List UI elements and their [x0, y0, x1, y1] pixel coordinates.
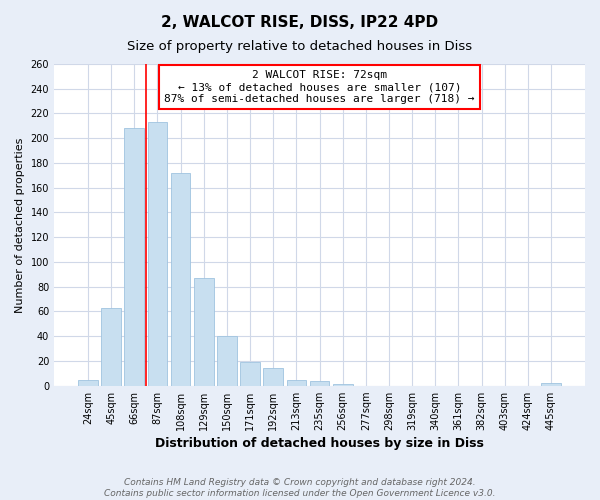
Bar — [263, 368, 283, 386]
Bar — [240, 362, 260, 386]
X-axis label: Distribution of detached houses by size in Diss: Distribution of detached houses by size … — [155, 437, 484, 450]
Bar — [148, 122, 167, 386]
Text: 2, WALCOT RISE, DISS, IP22 4PD: 2, WALCOT RISE, DISS, IP22 4PD — [161, 15, 439, 30]
Text: Contains HM Land Registry data © Crown copyright and database right 2024.
Contai: Contains HM Land Registry data © Crown c… — [104, 478, 496, 498]
Bar — [171, 173, 190, 386]
Bar — [287, 380, 306, 386]
Bar — [217, 336, 237, 386]
Bar — [101, 308, 121, 386]
Y-axis label: Number of detached properties: Number of detached properties — [15, 137, 25, 312]
Bar — [333, 384, 353, 386]
Bar — [310, 380, 329, 386]
Text: Size of property relative to detached houses in Diss: Size of property relative to detached ho… — [127, 40, 473, 53]
Bar — [541, 383, 561, 386]
Bar — [124, 128, 144, 386]
Bar — [194, 278, 214, 386]
Text: 2 WALCOT RISE: 72sqm
← 13% of detached houses are smaller (107)
87% of semi-deta: 2 WALCOT RISE: 72sqm ← 13% of detached h… — [164, 70, 475, 104]
Bar — [78, 380, 98, 386]
